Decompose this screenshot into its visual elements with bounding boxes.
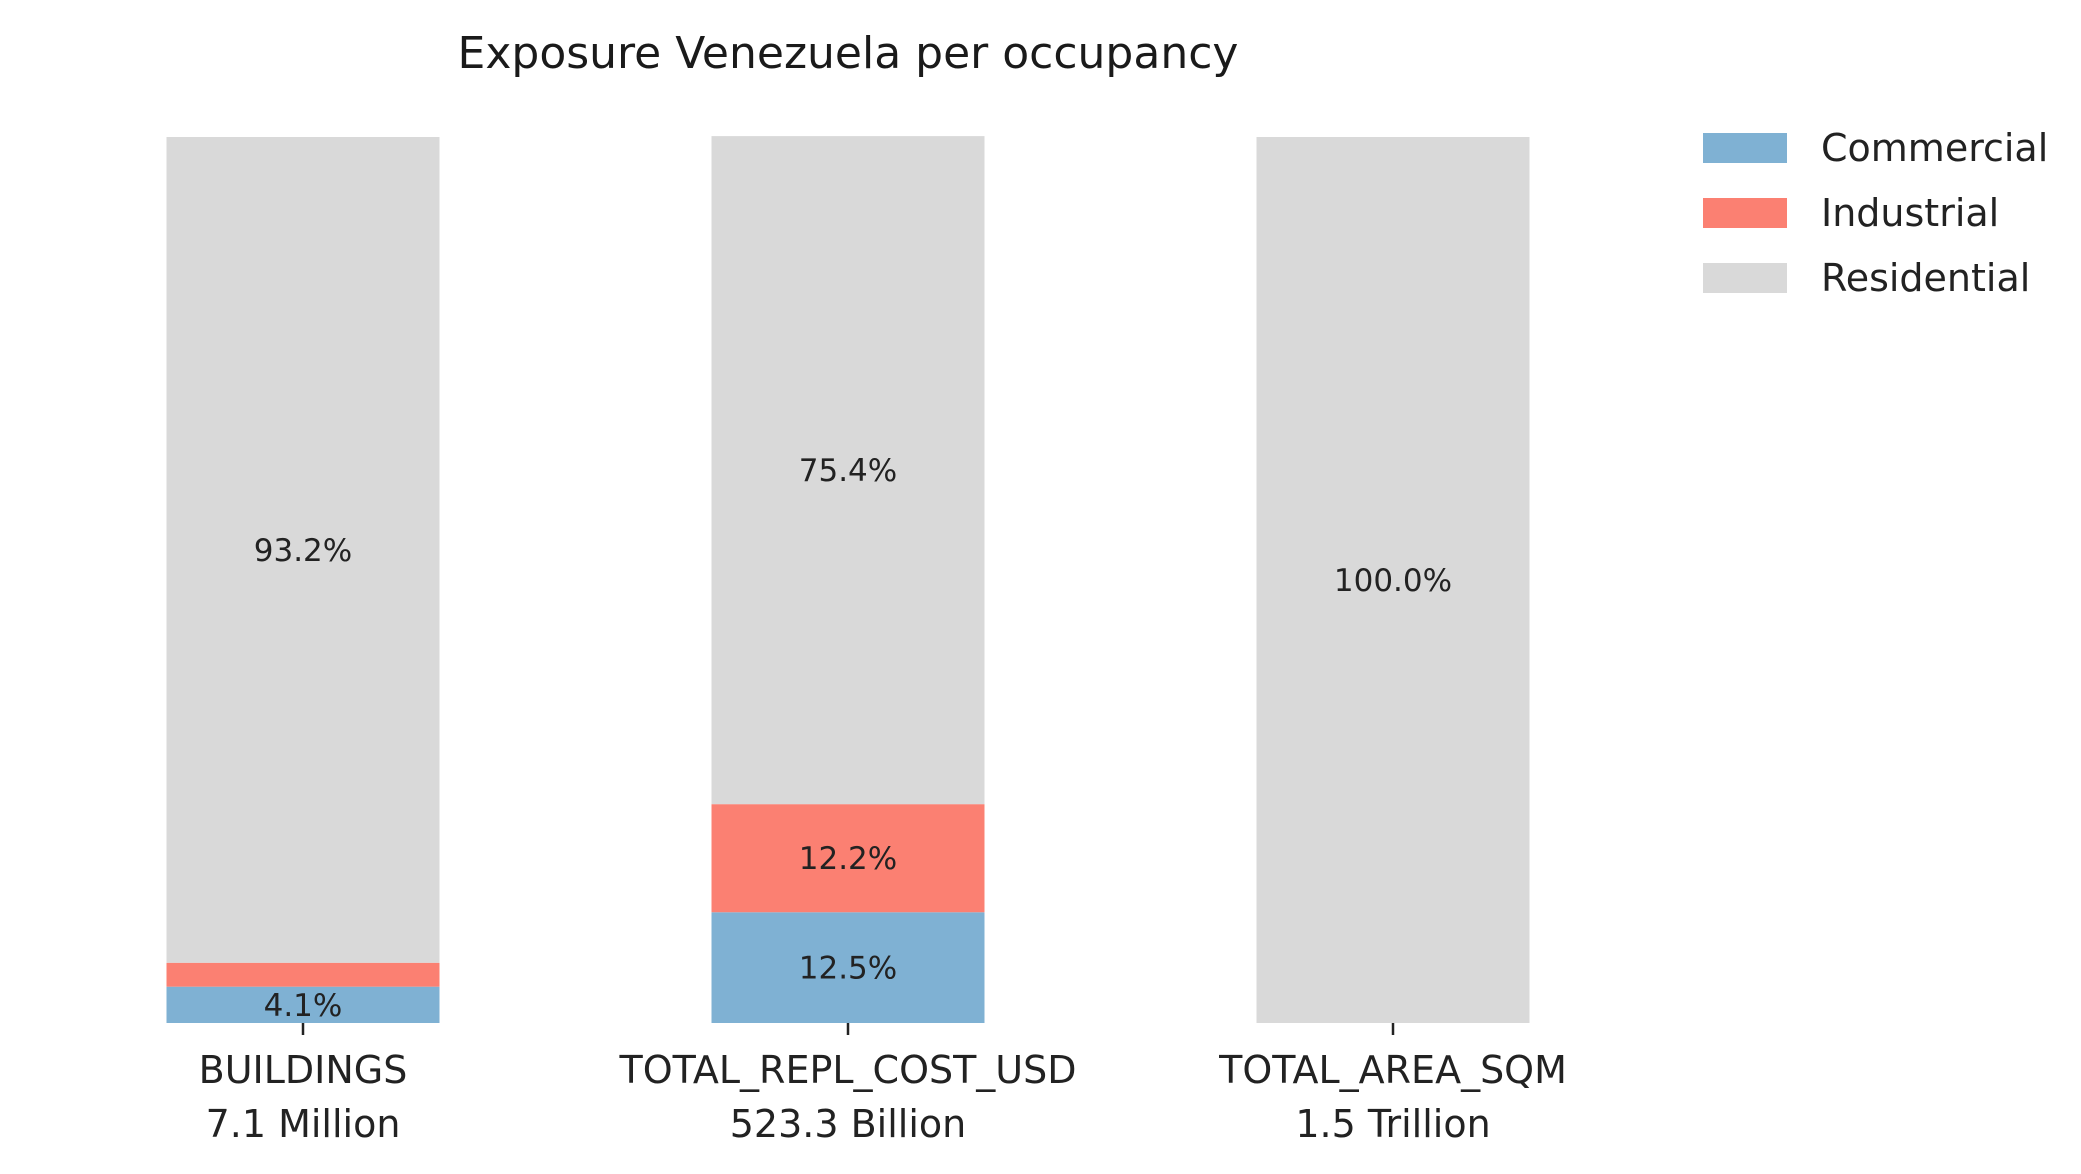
bar-segment-industrial-buildings	[166, 962, 440, 987]
data-label-commercial-buildings: 4.1%	[264, 988, 343, 1024]
data-label-industrial-total-repl-cost-usd: 12.2%	[799, 841, 897, 877]
x-tick-total-total-repl-cost-usd: 523.3 Billion	[730, 1102, 967, 1146]
bars-group: 4.1% 93.2% 12.5% 12.2% 75.4% 100.0%	[166, 136, 1530, 1024]
legend-label-residential: Residential	[1821, 256, 2030, 300]
x-tick-label-total-repl-cost-usd: TOTAL_REPL_COST_USD	[618, 1048, 1076, 1092]
legend-label-commercial: Commercial	[1821, 126, 2048, 170]
data-label-commercial-total-repl-cost-usd: 12.5%	[799, 951, 897, 987]
data-label-residential-total-repl-cost-usd: 75.4%	[799, 453, 897, 489]
bar-segment-residential-total-repl-cost-usd	[711, 136, 985, 805]
x-tick-total-buildings: 7.1 Million	[206, 1102, 401, 1146]
bar-segment-residential-buildings	[166, 137, 440, 963]
x-tick-total-total-area-sqm: 1.5 Trillion	[1295, 1102, 1490, 1146]
x-axis: BUILDINGS 7.1 Million TOTAL_REPL_COST_USD 5…	[199, 1023, 1567, 1146]
bar-segment-commercial-total-repl-cost-usd	[711, 912, 985, 1023]
data-label-residential-buildings: 93.2%	[254, 533, 352, 569]
x-tick-label-buildings: BUILDINGS	[199, 1048, 408, 1092]
legend-swatch-industrial	[1703, 198, 1787, 228]
legend: Commercial Industrial Residential	[1703, 126, 2048, 300]
data-label-residential-total-area-sqm: 100.0%	[1334, 563, 1452, 599]
chart-title: Exposure Venezuela per occupancy	[458, 28, 1239, 79]
x-tick-label-total-area-sqm: TOTAL_AREA_SQM	[1218, 1048, 1567, 1092]
legend-label-industrial: Industrial	[1821, 191, 1999, 235]
bar-segment-residential-total-area-sqm	[1256, 137, 1530, 1023]
bar-segment-commercial-buildings	[166, 986, 440, 1023]
legend-swatch-residential	[1703, 263, 1787, 293]
legend-swatch-commercial	[1703, 133, 1787, 163]
bar-segment-industrial-total-repl-cost-usd	[711, 804, 985, 913]
